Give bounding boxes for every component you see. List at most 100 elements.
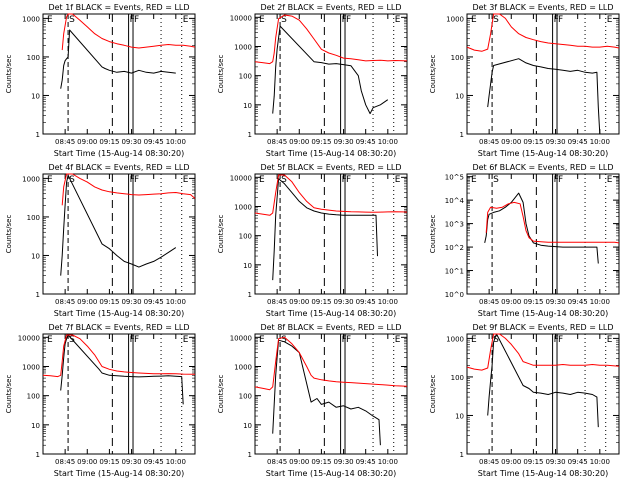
series-events-line: [484, 192, 599, 264]
series-lld-line: [254, 336, 408, 391]
y-tick-label: 1: [36, 291, 40, 299]
event-marker-label: S: [493, 15, 499, 25]
panel-title: Det 2f BLACK = Events, RED = LLD: [260, 3, 401, 12]
event-marker-label: F: [554, 335, 559, 345]
event-marker-label: S: [281, 15, 287, 25]
series-lld-line: [61, 173, 196, 206]
event-marker-label: E: [183, 15, 189, 25]
x-tick-label: 09:15: [99, 458, 119, 466]
plot-frame: [466, 13, 620, 135]
y-axis-label: Counts/sec: [217, 375, 225, 414]
event-marker-label: E: [471, 175, 477, 185]
x-tick-label: 10:00: [590, 298, 610, 306]
x-tick-label: 09:15: [99, 138, 119, 146]
x-axis-label: Start Time (15-Aug-14 08:30:20): [54, 309, 185, 318]
detector-panel-3: Det 3f BLACK = Events, RED = LLD Counts/s…: [429, 3, 620, 158]
event-marker-label: E: [259, 15, 265, 25]
y-tick-label: 10^3: [445, 221, 464, 229]
plot-frame: [254, 173, 408, 295]
event-marker-label: F: [134, 175, 139, 185]
y-tick-label: 1: [248, 291, 252, 299]
x-tick-label: 10:00: [378, 458, 398, 466]
x-tick-label: 09:30: [121, 138, 141, 146]
event-marker-label: F: [346, 175, 351, 185]
x-tick-label: 09:00: [77, 298, 97, 306]
event-marker-label: F: [342, 15, 347, 25]
y-tick-label: 1000: [234, 203, 252, 211]
x-tick-label: 10:00: [378, 138, 398, 146]
series-events-line: [60, 174, 177, 276]
detector-panel-2: Det 2f BLACK = Events, RED = LLD Counts/s…: [217, 3, 408, 158]
x-tick-label: 09:15: [523, 138, 543, 146]
detector-panel-1: Det 1f BLACK = Events, RED = LLD Counts/s…: [5, 3, 196, 158]
event-marker-label: E: [471, 335, 477, 345]
series-events-line: [272, 339, 381, 446]
event-marker-label: E: [471, 15, 477, 25]
y-axis-label: Counts/sec: [5, 215, 13, 254]
y-axis-label: Counts/sec: [429, 215, 437, 254]
x-tick-label: 08:45: [267, 298, 287, 306]
y-tick-label: 100: [27, 214, 40, 222]
y-tick-label: 1000: [234, 43, 252, 51]
x-axis-label: Start Time (15-Aug-14 08:30:20): [54, 469, 185, 478]
detector-panel-6: Det 6f BLACK = Events, RED = LLD Counts/s…: [429, 163, 620, 318]
y-tick-label: 1: [248, 451, 252, 459]
x-tick-label: 09:45: [356, 298, 376, 306]
event-marker-label: E: [47, 175, 53, 185]
x-tick-label: 09:45: [568, 458, 588, 466]
detector-panel-4: Det 4f BLACK = Events, RED = LLD Counts/s…: [5, 163, 196, 318]
panel-title: Det 3f BLACK = Events, RED = LLD: [472, 3, 613, 12]
y-tick-label: 100: [27, 54, 40, 62]
event-marker-label: E: [607, 335, 613, 345]
x-tick-label: 09:00: [501, 138, 521, 146]
series-events-line: [60, 29, 176, 89]
y-tick-label: 10000: [230, 174, 252, 182]
x-tick-label: 10:00: [166, 458, 186, 466]
event-marker-label: F: [342, 175, 347, 185]
y-tick-label: 100: [451, 374, 464, 382]
x-tick-label: 09:00: [289, 138, 309, 146]
event-marker-label: S: [281, 175, 287, 185]
y-tick-label: 10^2: [445, 244, 464, 252]
event-marker-label: F: [346, 335, 351, 345]
y-tick-label: 100: [27, 393, 40, 401]
detector-panel-8: Det 8f BLACK = Events, RED = LLD Counts/s…: [217, 323, 408, 478]
plot-frame: [254, 13, 408, 135]
event-marker-label: E: [183, 175, 189, 185]
event-marker-label: F: [558, 15, 563, 25]
y-axis-label: Counts/sec: [217, 215, 225, 254]
panel-title: Det 8f BLACK = Events, RED = LLD: [260, 323, 401, 332]
event-marker-label: E: [395, 15, 401, 25]
event-marker-label: E: [607, 175, 613, 185]
x-tick-label: 10:00: [166, 298, 186, 306]
x-tick-label: 09:15: [523, 298, 543, 306]
x-tick-label: 09:15: [523, 458, 543, 466]
x-tick-label: 09:45: [356, 138, 376, 146]
event-marker-label: E: [259, 175, 265, 185]
y-tick-label: 10000: [230, 14, 252, 22]
x-tick-label: 08:45: [479, 458, 499, 466]
x-tick-label: 09:45: [568, 138, 588, 146]
series-lld-line: [61, 13, 196, 51]
event-marker-label: S: [69, 175, 75, 185]
x-tick-label: 08:45: [267, 458, 287, 466]
plot-frame: [42, 173, 196, 295]
x-tick-label: 09:00: [77, 458, 97, 466]
x-tick-label: 09:30: [121, 458, 141, 466]
y-tick-label: 10000: [18, 334, 40, 342]
y-tick-label: 1: [36, 131, 40, 139]
panel-title: Det 6f BLACK = Events, RED = LLD: [472, 163, 613, 172]
event-marker-label: E: [259, 335, 265, 345]
y-tick-label: 1: [248, 131, 252, 139]
event-marker-label: F: [134, 15, 139, 25]
y-tick-label: 1000: [446, 15, 464, 23]
panel-title: Det 4f BLACK = Events, RED = LLD: [48, 163, 189, 172]
series-lld-line: [466, 13, 620, 52]
x-tick-label: 08:45: [55, 138, 75, 146]
x-tick-label: 08:45: [55, 298, 75, 306]
x-tick-label: 09:45: [568, 298, 588, 306]
panel-title: Det 9f BLACK = Events, RED = LLD: [472, 323, 613, 332]
x-tick-label: 09:30: [333, 138, 353, 146]
